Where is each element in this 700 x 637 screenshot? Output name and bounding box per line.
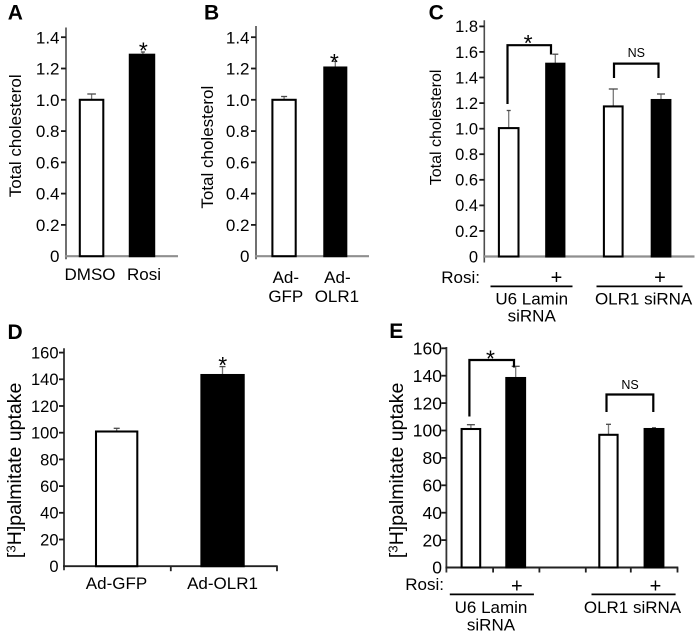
svg-text:1.0: 1.0 [226, 91, 250, 110]
svg-text:120: 120 [31, 398, 59, 416]
svg-text:0: 0 [49, 558, 58, 576]
svg-text:*: * [486, 345, 495, 371]
svg-text:0.6: 0.6 [226, 153, 250, 172]
svg-text:1.0: 1.0 [36, 91, 60, 110]
svg-text:1.4: 1.4 [36, 28, 60, 47]
svg-text:60: 60 [40, 478, 58, 496]
svg-text:*: * [218, 352, 227, 378]
svg-text:DMSO: DMSO [65, 265, 116, 284]
svg-text:Total cholesterol: Total cholesterol [198, 86, 217, 209]
svg-text:Total cholesterol: Total cholesterol [6, 74, 25, 197]
svg-text:Rosi: Rosi [127, 265, 161, 284]
svg-text:E: E [389, 320, 403, 343]
svg-text:Total cholesterol: Total cholesterol [428, 70, 445, 186]
svg-text:0.8: 0.8 [226, 122, 250, 141]
svg-text:1.2: 1.2 [226, 60, 250, 79]
svg-text:+: + [650, 575, 662, 597]
svg-text:160: 160 [413, 339, 442, 359]
svg-text:100: 100 [413, 421, 442, 441]
svg-text:GFP: GFP [268, 287, 303, 306]
svg-text:+: + [551, 267, 563, 289]
svg-text:C: C [429, 2, 444, 25]
svg-text:Rosi:: Rosi: [441, 268, 480, 287]
svg-text:140: 140 [413, 366, 442, 386]
svg-text:Ad-GFP: Ad-GFP [86, 574, 147, 593]
svg-text:40: 40 [423, 503, 443, 523]
svg-text:0: 0 [432, 558, 442, 578]
svg-text:1.8: 1.8 [455, 18, 478, 36]
svg-text:0.2: 0.2 [226, 216, 250, 235]
svg-text:A: A [8, 2, 23, 25]
svg-text:+: + [511, 575, 523, 597]
svg-text:D: D [8, 321, 23, 344]
svg-text:NS: NS [621, 378, 638, 392]
svg-text:0.6: 0.6 [36, 153, 60, 172]
svg-text:80: 80 [423, 448, 443, 468]
svg-text:siRNA: siRNA [467, 616, 516, 635]
svg-text:1.4: 1.4 [226, 28, 250, 47]
svg-text:120: 120 [413, 393, 442, 413]
svg-text:U6 Lamin: U6 Lamin [455, 598, 528, 617]
svg-text:20: 20 [40, 531, 58, 549]
svg-text:0.8: 0.8 [36, 122, 60, 141]
svg-text:[3H]palmitate uptake: [3H]palmitate uptake [3, 383, 26, 558]
svg-text:0.4: 0.4 [455, 197, 478, 215]
svg-text:siRNA: siRNA [508, 307, 557, 326]
svg-text:1.2: 1.2 [455, 95, 478, 113]
svg-text:B: B [204, 2, 219, 25]
svg-text:1.0: 1.0 [455, 121, 478, 139]
svg-text:0.2: 0.2 [36, 216, 60, 235]
svg-text:160: 160 [31, 345, 59, 363]
svg-text:100: 100 [31, 425, 59, 443]
svg-text:0.4: 0.4 [36, 185, 60, 204]
svg-text:OLR1: OLR1 [315, 287, 359, 306]
svg-text:140: 140 [31, 371, 59, 389]
svg-text:U6 Lamin: U6 Lamin [495, 289, 568, 308]
svg-text:1.4: 1.4 [455, 69, 478, 87]
svg-text:Ad-: Ad- [324, 268, 350, 287]
svg-text:0.4: 0.4 [226, 185, 250, 204]
svg-text:+: + [654, 267, 666, 289]
svg-text:*: * [139, 38, 148, 64]
svg-text:[3H]palmitate uptake: [3H]palmitate uptake [385, 383, 408, 558]
svg-text:40: 40 [40, 505, 58, 523]
svg-text:Rosi:: Rosi: [405, 575, 444, 594]
svg-text:0.6: 0.6 [455, 172, 478, 190]
svg-text:0: 0 [469, 248, 478, 266]
svg-text:Ad-: Ad- [273, 268, 299, 287]
svg-text:1.2: 1.2 [36, 60, 60, 79]
svg-text:OLR1 siRNA: OLR1 siRNA [595, 289, 693, 308]
svg-text:0: 0 [50, 247, 59, 266]
svg-text:0.2: 0.2 [455, 223, 478, 241]
svg-text:0: 0 [240, 247, 249, 266]
svg-text:60: 60 [423, 476, 443, 496]
svg-text:NS: NS [628, 46, 645, 60]
svg-text:Ad-OLR1: Ad-OLR1 [187, 574, 258, 593]
svg-text:80: 80 [40, 451, 58, 469]
svg-text:20: 20 [423, 530, 443, 550]
svg-text:*: * [524, 30, 533, 56]
svg-text:*: * [330, 49, 339, 75]
svg-text:OLR1 siRNA: OLR1 siRNA [584, 598, 682, 617]
svg-text:0.8: 0.8 [455, 146, 478, 164]
svg-text:1.6: 1.6 [455, 44, 478, 62]
